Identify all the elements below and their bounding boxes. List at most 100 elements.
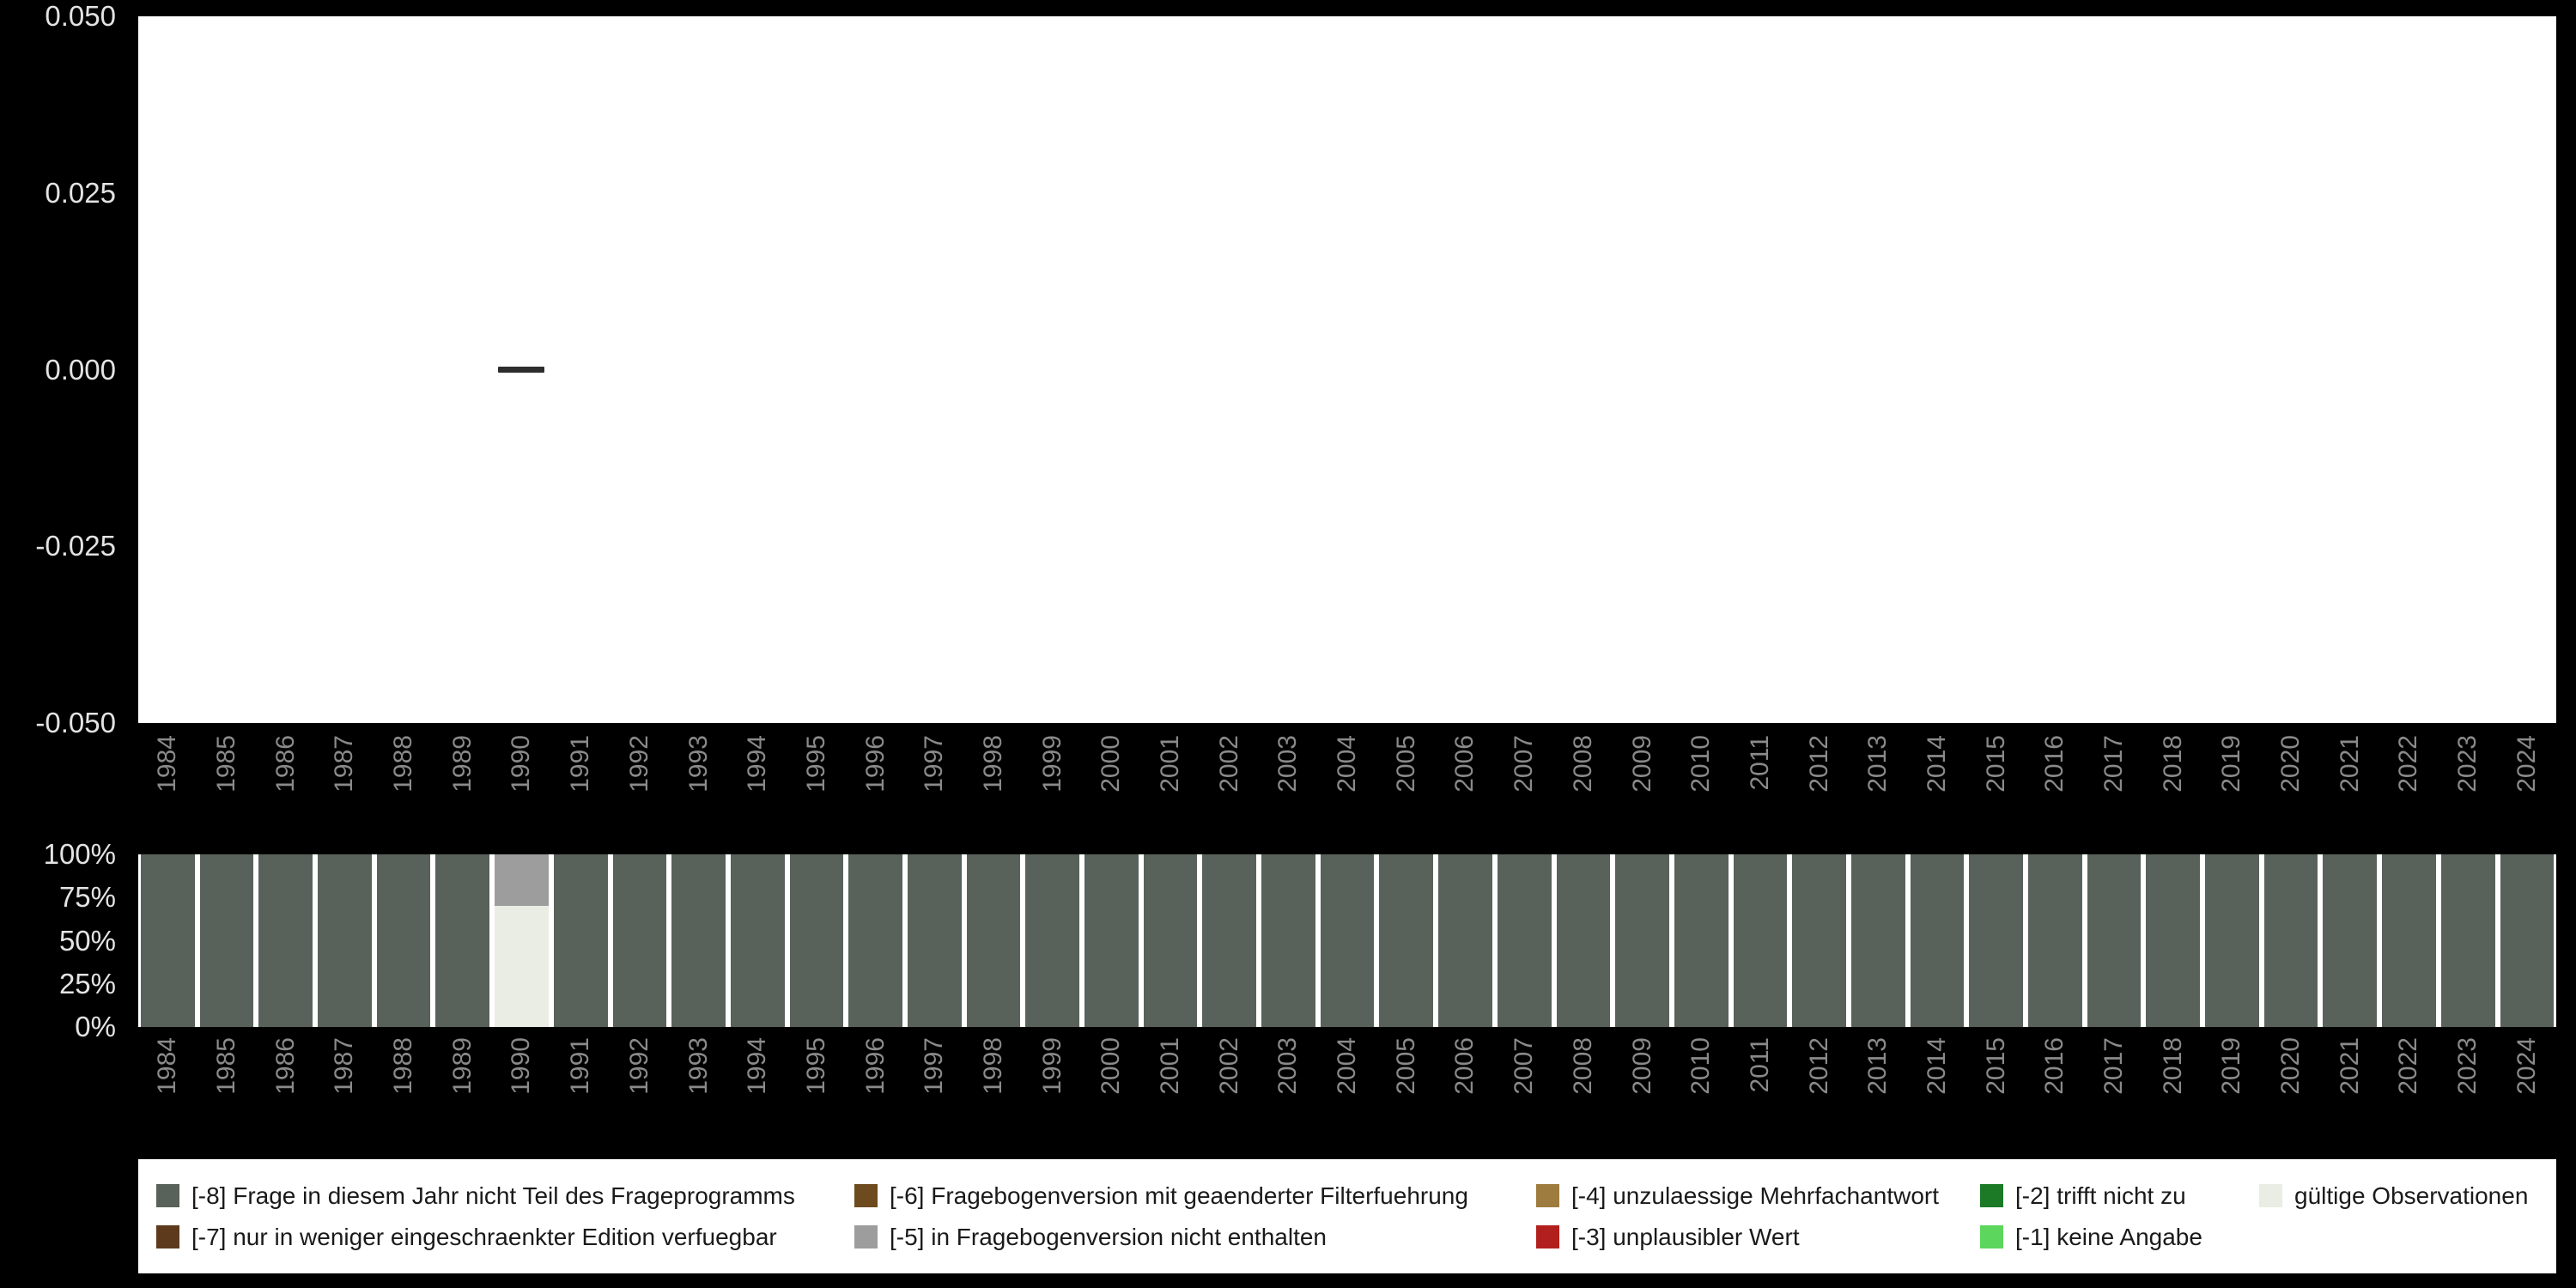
x-tick-label: 2016 <box>2040 1037 2069 1095</box>
legend-label: [-6] Fragebogenversion mit geaenderter F… <box>890 1182 1468 1209</box>
legend-item[interactable]: [-6] Fragebogenversion mit geaenderter F… <box>854 1182 1536 1210</box>
bar-segment <box>1674 854 1728 1027</box>
x-tick: 2024 <box>2498 735 2557 836</box>
x-tick-label: 1988 <box>389 1037 418 1095</box>
legend-item[interactable]: [-8] Frage in diesem Jahr nicht Teil des… <box>156 1182 854 1210</box>
x-tick-label: 2022 <box>2394 1037 2423 1095</box>
bar-2014 <box>1908 854 1967 1027</box>
bar-1994 <box>728 854 787 1027</box>
x-tick: 2009 <box>1613 1037 1672 1139</box>
y-tick-label: 100% <box>43 838 116 870</box>
x-tick: 1996 <box>846 735 905 836</box>
bar-segment <box>495 854 549 907</box>
bar-1991 <box>551 854 611 1027</box>
bar-2001 <box>1141 854 1200 1027</box>
bar-segment <box>848 854 902 1027</box>
bar-2006 <box>1436 854 1495 1027</box>
line-chart-x-axis: 1984 1985 1986 1987 1988 1989 1990 1991 1992 1993… <box>138 735 2556 836</box>
x-tick-label: 1989 <box>447 735 477 793</box>
x-tick: 1998 <box>964 735 1024 836</box>
x-tick: 2014 <box>1908 735 1967 836</box>
bar-segment <box>1615 854 1669 1027</box>
x-tick: 1987 <box>315 1037 374 1139</box>
legend-item[interactable]: [-1] keine Angabe <box>1980 1224 2259 1251</box>
x-tick: 1991 <box>551 735 611 836</box>
x-tick-label: 1998 <box>978 1037 1007 1095</box>
y-tick-label: 0% <box>75 1011 116 1042</box>
x-tick-label: 1985 <box>212 1037 241 1095</box>
x-tick-label: 2009 <box>1627 735 1656 793</box>
legend-item[interactable]: [-2] trifft nicht zu <box>1980 1182 2259 1210</box>
x-tick-label: 2005 <box>1391 1037 1420 1095</box>
x-tick-label: 1990 <box>507 1037 536 1095</box>
x-tick: 2021 <box>2320 735 2379 836</box>
legend-item[interactable]: gültige Observationen <box>2259 1182 2556 1210</box>
stacked-bar <box>612 854 667 1027</box>
x-tick: 1991 <box>551 1037 611 1139</box>
bar-2013 <box>1849 854 1908 1027</box>
bar-2015 <box>1966 854 2026 1027</box>
x-tick: 1997 <box>905 735 964 836</box>
bar-1988 <box>374 854 434 1027</box>
bar-segment <box>141 854 195 1027</box>
x-tick-label: 1996 <box>860 1037 890 1095</box>
stacked-bar <box>1792 854 1846 1027</box>
x-tick-label: 2019 <box>2217 1037 2246 1095</box>
x-tick-label: 2001 <box>1156 735 1185 793</box>
x-tick-label: 2011 <box>1745 1037 1774 1093</box>
x-tick: 2009 <box>1613 735 1672 836</box>
bar-2002 <box>1200 854 1259 1027</box>
stacked-bar <box>730 854 785 1027</box>
stacked-bar <box>2323 854 2378 1027</box>
legend-item[interactable]: [-3] unplausibler Wert <box>1536 1224 1980 1251</box>
bar-segment <box>258 854 313 1027</box>
stacked-bar <box>907 854 962 1027</box>
x-tick-label: 2004 <box>1333 735 1362 793</box>
legend-item[interactable]: [-5] in Fragebogenversion nicht enthalte… <box>854 1224 1536 1251</box>
bar-segment <box>612 854 667 1027</box>
x-tick: 1999 <box>1023 1037 1082 1139</box>
bar-segment <box>2087 854 2142 1027</box>
x-tick-label: 2000 <box>1097 735 1126 793</box>
bar-segment <box>1910 854 1965 1027</box>
x-tick-label: 1986 <box>270 1037 300 1095</box>
x-tick: 1987 <box>315 735 374 836</box>
legend-item[interactable]: [-4] unzulaessige Mehrfachantwort <box>1536 1182 1980 1210</box>
x-tick: 2007 <box>1495 735 1554 836</box>
bar-segment <box>671 854 726 1027</box>
x-tick: 1984 <box>138 735 197 836</box>
legend-swatch <box>1536 1184 1559 1207</box>
x-tick-label: 2009 <box>1627 1037 1656 1095</box>
x-tick: 2024 <box>2498 1037 2557 1139</box>
bar-2010 <box>1672 854 1731 1027</box>
bar-segment <box>2205 854 2259 1027</box>
bar-segment <box>1084 854 1139 1027</box>
x-tick: 1995 <box>787 735 847 836</box>
x-tick-label: 2021 <box>2335 1037 2364 1095</box>
stacked-bar <box>966 854 1021 1027</box>
x-tick: 2015 <box>1966 735 2026 836</box>
legend-label: [-5] in Fragebogenversion nicht enthalte… <box>890 1223 1327 1250</box>
bar-2000 <box>1082 854 1141 1027</box>
stacked-bar <box>1910 854 1965 1027</box>
bar-2011 <box>1731 854 1790 1027</box>
x-tick-label: 1984 <box>153 735 182 793</box>
stacked-bar <box>1143 854 1198 1027</box>
x-tick: 1992 <box>611 735 670 836</box>
legend-item[interactable]: [-7] nur in weniger eingeschraenkter Edi… <box>156 1224 854 1251</box>
x-tick-label: 2024 <box>2512 735 2541 793</box>
legend-swatch <box>1536 1225 1559 1249</box>
x-tick-label: 2008 <box>1568 1037 1597 1095</box>
bar-1996 <box>846 854 905 1027</box>
x-tick: 2010 <box>1672 1037 1731 1139</box>
x-tick-label: 1985 <box>212 735 241 793</box>
x-tick: 2005 <box>1376 735 1436 836</box>
stacked-bar <box>376 854 431 1027</box>
bar-1993 <box>669 854 728 1027</box>
x-tick: 2006 <box>1436 1037 1495 1139</box>
x-tick: 1989 <box>433 1037 492 1139</box>
x-tick: 1988 <box>374 1037 434 1139</box>
stacked-bar <box>1438 854 1492 1027</box>
stacked-bar <box>1320 854 1375 1027</box>
bar-segment <box>2263 854 2318 1027</box>
